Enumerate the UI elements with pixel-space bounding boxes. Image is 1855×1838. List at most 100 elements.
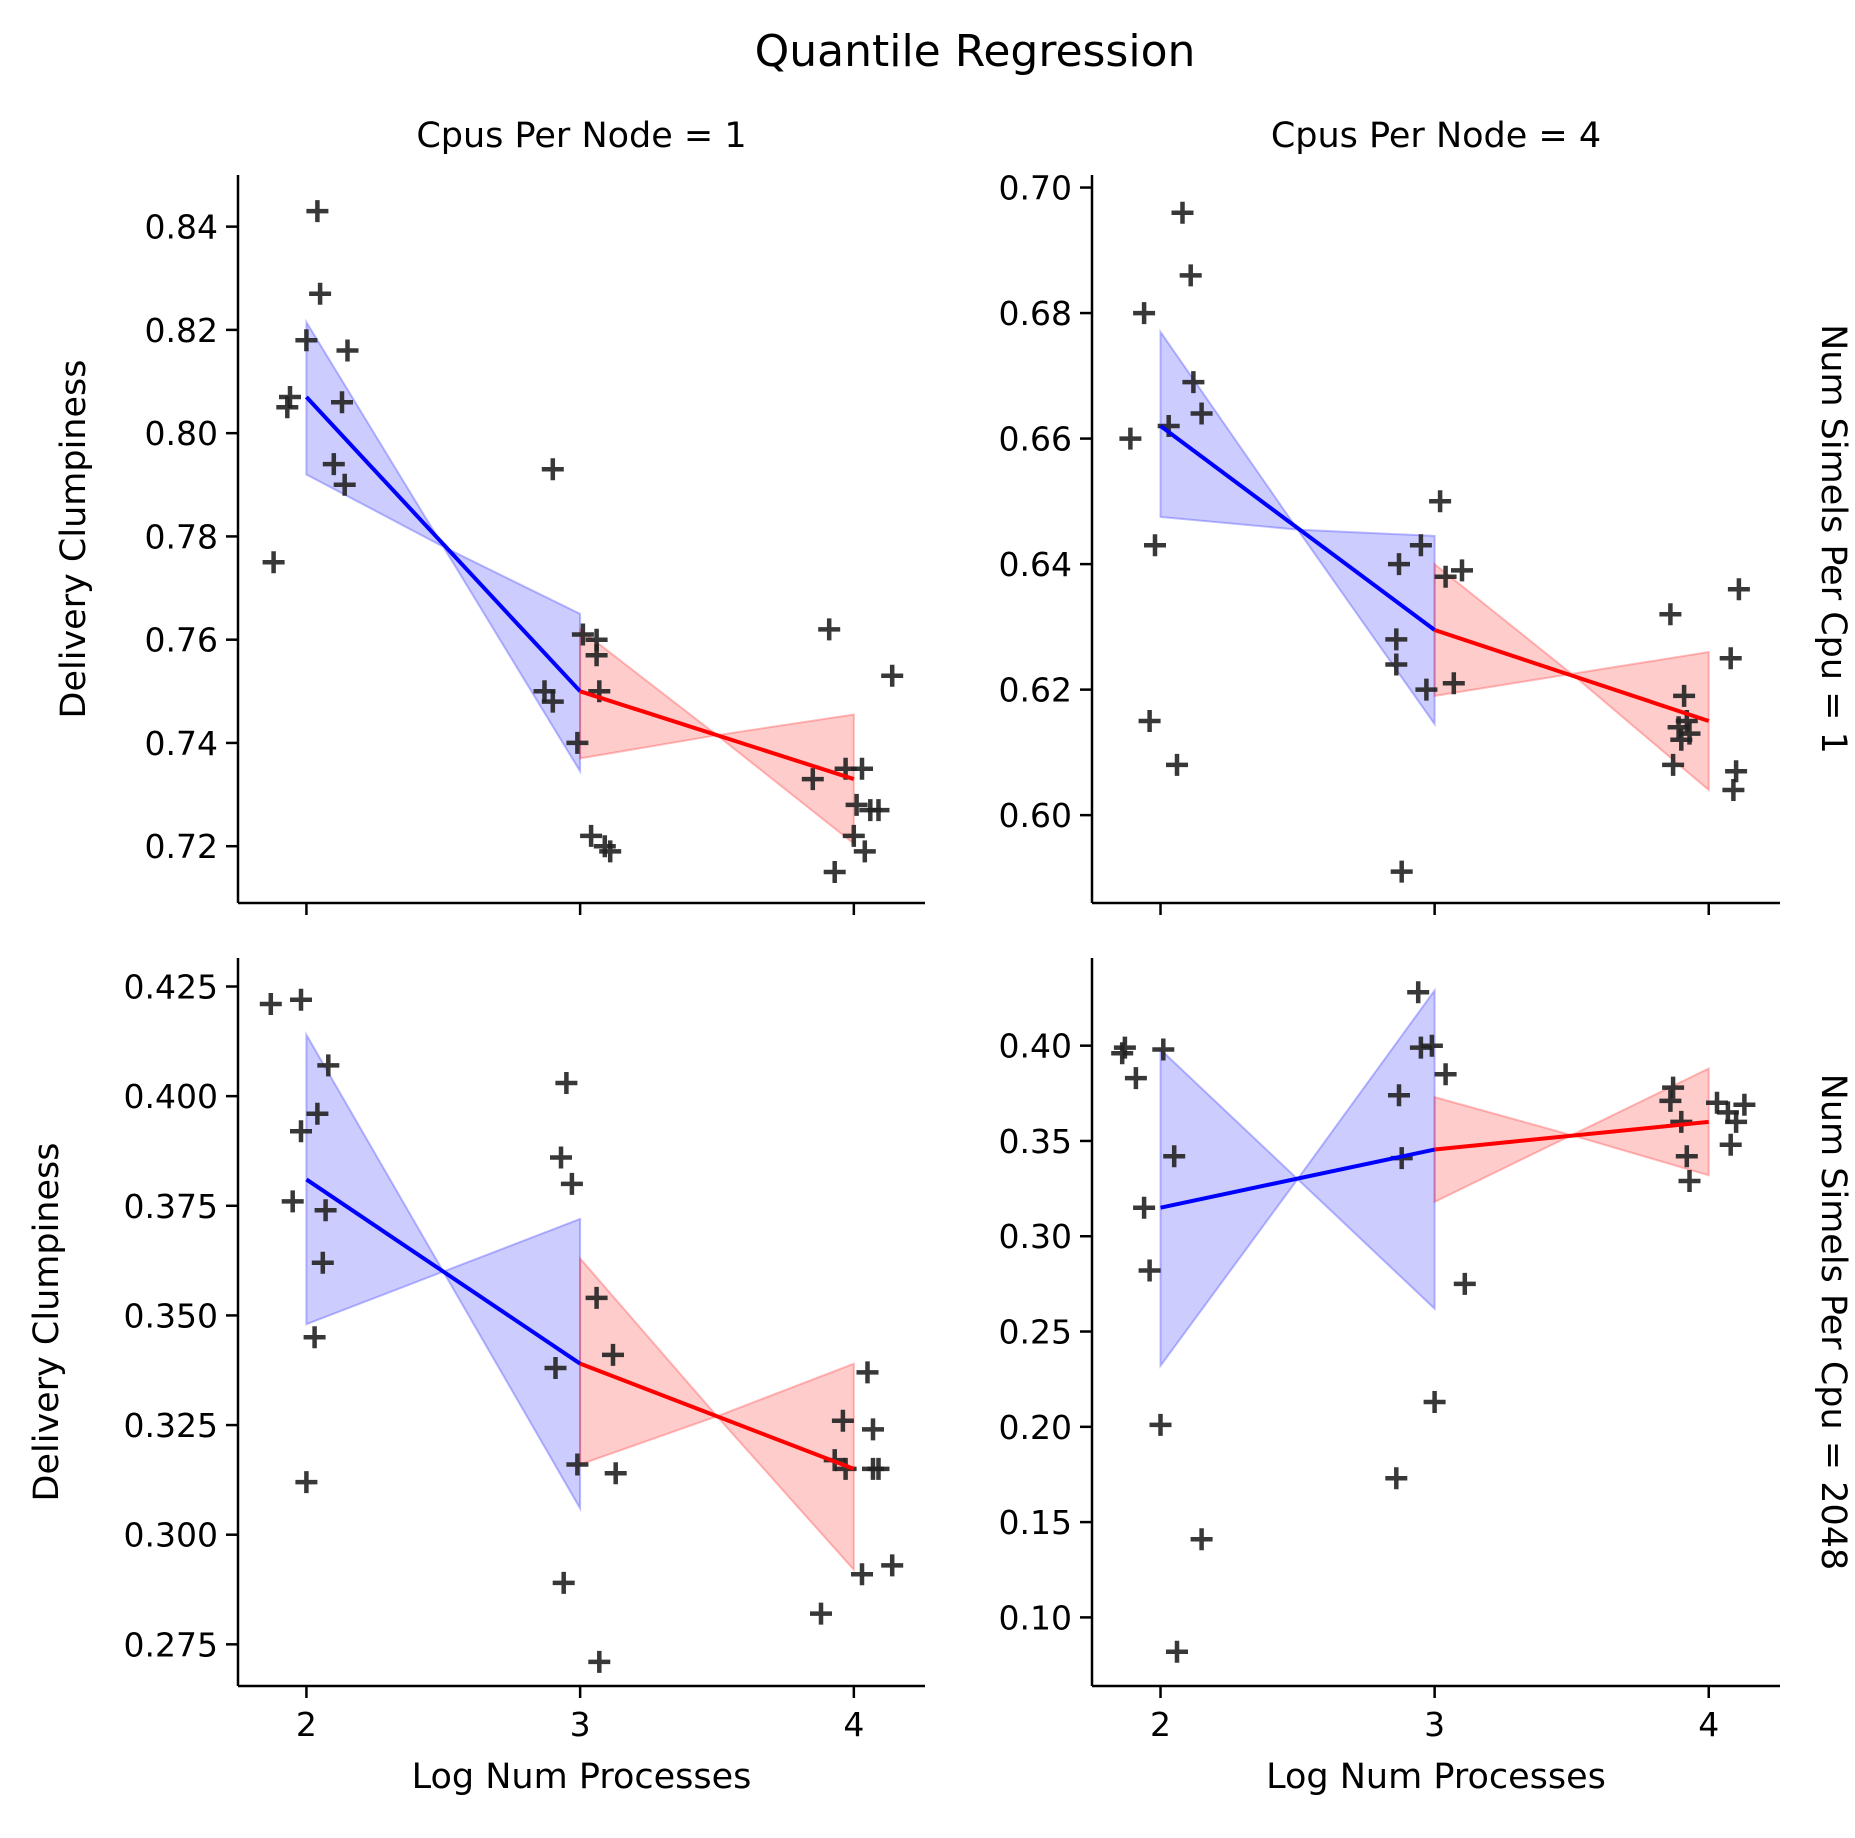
data-point: [333, 473, 356, 496]
data-point: [1722, 779, 1745, 801]
data-point: [1385, 653, 1408, 676]
y-axis-label: Delivery Clumpiness: [27, 1143, 67, 1502]
fit-line-0: [1160, 1147, 1436, 1210]
data-point: [281, 1190, 304, 1213]
data-point: [1434, 565, 1457, 588]
data-point: [295, 329, 318, 352]
data-point: [1673, 684, 1696, 707]
y-tick-label: 0.20: [999, 1408, 1072, 1447]
data-point: [1163, 1145, 1186, 1168]
y-tick-label: 0.84: [145, 208, 218, 247]
row-title: Num Simels Per Cpu = 2048: [1813, 1074, 1853, 1571]
fit-line-0: [1159, 424, 1436, 632]
data-point: [580, 824, 603, 847]
data-point: [309, 282, 332, 305]
data-point: [1179, 264, 1202, 287]
data-point: [856, 1361, 879, 1384]
fit-line-0: [305, 1177, 582, 1366]
y-tick-label: 0.80: [145, 414, 218, 453]
data-point: [1385, 628, 1408, 651]
y-tick-label: 0.60: [999, 796, 1072, 835]
y-tick-label: 0.82: [145, 311, 218, 350]
data-point: [851, 1563, 873, 1586]
y-tick-label: 0.72: [145, 827, 218, 866]
data-point: [1659, 1089, 1682, 1112]
data-point: [853, 840, 876, 863]
panel-bottom-left: 2 3 4 0.275 0.300 0.325 0.350 0.375 0.400 0.425 Lo…: [27, 958, 925, 1797]
data-point: [317, 1054, 340, 1077]
data-point: [331, 391, 353, 414]
panel-top-right: 0.60 0.62 0.64 0.66 0.68 0.70 Cpus Per Node = …: [999, 116, 1853, 915]
data-point: [810, 1602, 832, 1625]
y-tick-label: 0.10: [999, 1598, 1072, 1637]
y-tick-label: 0.76: [145, 621, 218, 660]
data-point: [1733, 1093, 1756, 1116]
data-point: [1434, 1063, 1457, 1086]
data-point: [1119, 427, 1142, 450]
data-point: [1451, 559, 1473, 582]
data-point: [336, 339, 359, 362]
data-point: [1113, 1036, 1136, 1059]
y-tick-label: 0.78: [145, 517, 218, 556]
data-point: [1138, 1259, 1161, 1282]
data-point: [1124, 1067, 1147, 1090]
data-point: [1423, 1391, 1446, 1413]
data-point: [303, 1326, 326, 1349]
data-point: [1429, 490, 1452, 513]
confidence-band-1: [579, 1255, 855, 1573]
panel-bottom-right: 2 3 4 0.10 0.15 0.20 0.25 0.30 0.35 0.40 Num Simel…: [999, 958, 1853, 1797]
data-point: [851, 757, 873, 780]
y-tick-label: 0.425: [124, 968, 218, 1007]
data-point: [1415, 678, 1438, 701]
y-tick-label: 0.68: [999, 294, 1072, 333]
data-point: [881, 1554, 904, 1577]
fit-line-1: [579, 689, 855, 781]
data-point: [1166, 753, 1188, 776]
data-point: [1385, 1467, 1408, 1490]
data-point: [276, 396, 299, 419]
data-point: [1138, 710, 1161, 732]
data-point: [1453, 1272, 1476, 1295]
data-point: [1725, 1110, 1748, 1133]
data-point: [311, 1251, 334, 1274]
data-point: [602, 1343, 624, 1366]
y-tick-label: 0.15: [999, 1503, 1072, 1542]
y-tick-label: 0.300: [124, 1516, 218, 1555]
data-point: [1190, 402, 1213, 425]
data-point: [322, 453, 345, 476]
y-tick-label: 0.70: [999, 169, 1072, 208]
data-point: [585, 1286, 608, 1309]
x-axis-label: Log Num Processes: [1266, 1757, 1606, 1797]
data-point: [541, 690, 564, 713]
column-title: Cpus Per Node = 1: [416, 116, 746, 156]
y-tick-label: 0.66: [999, 420, 1072, 459]
data-point: [552, 1571, 575, 1594]
data-point: [279, 386, 301, 408]
data-point: [314, 1199, 337, 1222]
data-point: [306, 200, 329, 223]
data-point: [867, 1457, 890, 1480]
data-point: [550, 1146, 572, 1169]
facet-grid: 0.72 0.74 0.76 0.78 0.80 0.82 0.84 Cpus Per Nod…: [27, 116, 1853, 1797]
x-tick-label: 2: [296, 1705, 317, 1744]
data-point: [1706, 1091, 1728, 1114]
data-point: [881, 664, 904, 687]
row-title: Num Simels Per Cpu = 1: [1813, 324, 1853, 754]
y-tick-label: 0.275: [124, 1625, 218, 1664]
y-axis-label: Delivery Clumpiness: [54, 360, 94, 719]
data-point: [862, 1418, 884, 1441]
y-tick-label: 0.30: [999, 1217, 1072, 1256]
data-point: [585, 644, 608, 667]
data-point: [566, 731, 589, 754]
data-point: [259, 993, 282, 1015]
data-point: [290, 988, 312, 1011]
y-tick-label: 0.40: [999, 1027, 1072, 1066]
data-point: [544, 1357, 567, 1379]
fit-line-1: [579, 1361, 855, 1471]
y-tick-label: 0.325: [124, 1406, 218, 1445]
data-point: [588, 1650, 611, 1673]
data-point: [1133, 302, 1156, 325]
data-point: [1659, 603, 1682, 626]
fit-line-0: [304, 395, 582, 693]
